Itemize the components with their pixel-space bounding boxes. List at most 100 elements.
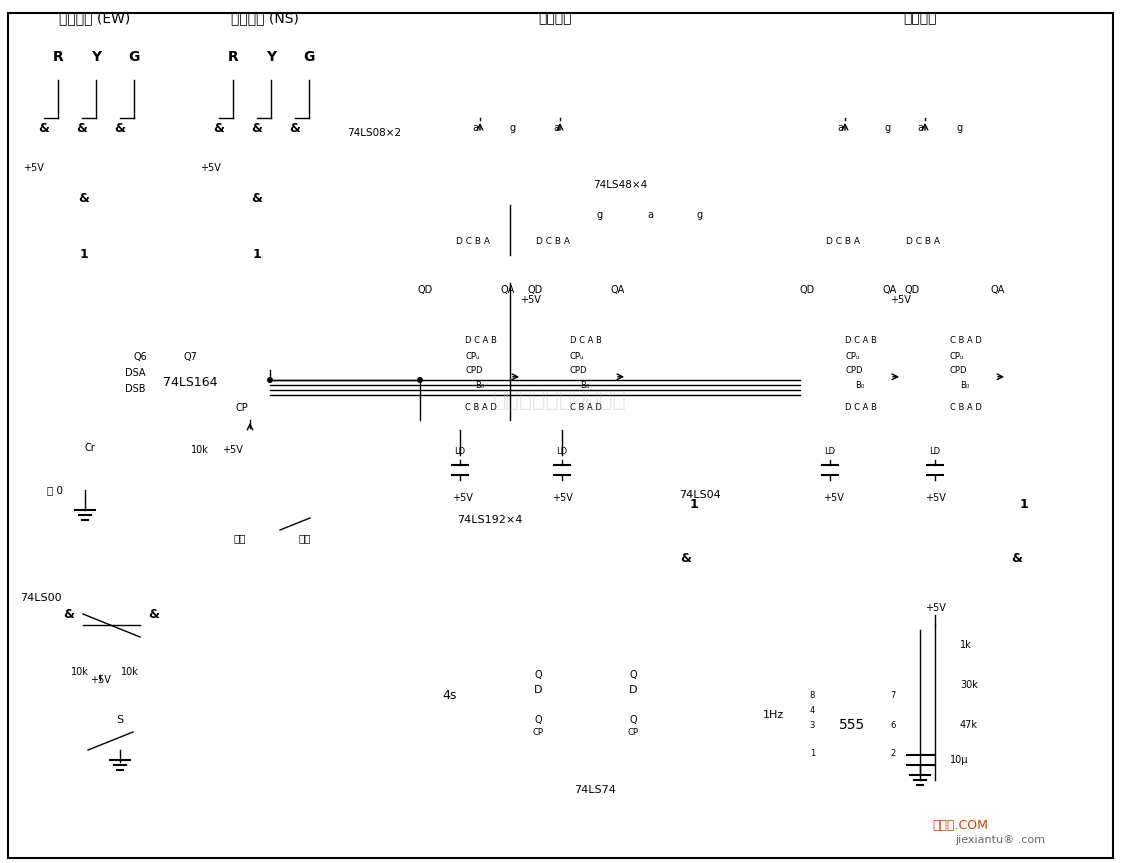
Text: CP: CP — [235, 403, 248, 413]
Bar — [810, 227, 876, 255]
Text: QA: QA — [883, 285, 897, 295]
Bar — [599, 49, 609, 75]
Text: 4s: 4s — [443, 689, 457, 702]
Text: +5V: +5V — [890, 295, 910, 305]
Text: C B A D: C B A D — [465, 403, 497, 412]
Text: 74LS74: 74LS74 — [574, 785, 615, 795]
Text: QA: QA — [991, 285, 1006, 295]
Bar — [915, 49, 925, 75]
Text: 2: 2 — [890, 748, 896, 758]
Text: +5V: +5V — [222, 445, 243, 455]
Bar — [516, 49, 526, 75]
Text: LD: LD — [824, 448, 835, 457]
Text: &: & — [64, 608, 74, 620]
Text: C B A D: C B A D — [949, 336, 982, 345]
Bar — [68, 118, 96, 140]
Text: D C B A: D C B A — [536, 236, 569, 245]
Text: &: & — [214, 123, 224, 135]
Bar — [548, 35, 613, 120]
Text: a: a — [837, 123, 843, 133]
Text: B₀: B₀ — [475, 381, 484, 390]
Text: D: D — [629, 685, 637, 695]
Text: CPᵤ: CPᵤ — [845, 352, 860, 361]
Circle shape — [254, 238, 260, 244]
Bar — [525, 330, 615, 420]
Circle shape — [254, 41, 287, 73]
Text: DSB: DSB — [126, 384, 146, 394]
Circle shape — [80, 41, 112, 73]
Bar — [420, 330, 510, 420]
Bar — [243, 118, 271, 140]
Text: a: a — [917, 123, 923, 133]
Text: G: G — [304, 50, 315, 64]
Bar — [553, 79, 563, 106]
Text: 74LS192×4: 74LS192×4 — [457, 515, 522, 525]
Text: CPᵤ: CPᵤ — [949, 352, 964, 361]
Bar — [243, 243, 271, 265]
Text: QA: QA — [611, 285, 626, 295]
Text: 4: 4 — [809, 705, 815, 715]
Bar — [480, 72, 516, 83]
Bar — [563, 39, 599, 49]
Text: &: & — [289, 123, 300, 135]
Text: D C A B: D C A B — [845, 403, 877, 412]
Bar — [830, 35, 895, 120]
Text: B₀: B₀ — [580, 381, 590, 390]
Text: &: & — [114, 123, 126, 135]
Text: C̄r: C̄r — [84, 443, 95, 453]
Text: 30k: 30k — [960, 680, 978, 690]
Bar — [480, 106, 516, 116]
Bar — [30, 118, 58, 140]
Bar — [615, 665, 691, 740]
Circle shape — [81, 238, 87, 244]
Text: B₀: B₀ — [855, 381, 864, 390]
Circle shape — [118, 41, 150, 73]
Text: jiexiantu® .com: jiexiantu® .com — [955, 835, 1045, 845]
Text: 1: 1 — [689, 497, 698, 511]
Bar — [55, 603, 83, 625]
Text: 47k: 47k — [960, 720, 978, 730]
Text: CPD: CPD — [465, 366, 482, 375]
Text: 74LS08×2: 74LS08×2 — [348, 128, 401, 138]
Text: a: a — [553, 123, 559, 133]
Bar — [961, 49, 971, 75]
Text: QA: QA — [501, 285, 516, 295]
Text: +5V: +5V — [519, 295, 540, 305]
Bar — [1003, 548, 1031, 570]
Text: 1: 1 — [80, 248, 89, 261]
Bar — [470, 79, 480, 106]
Text: g: g — [957, 123, 963, 133]
Text: 杭州将客技术有限公司: 杭州将客技术有限公司 — [493, 390, 627, 410]
Text: &: & — [1011, 552, 1022, 565]
Bar — [553, 49, 563, 75]
Bar — [441, 227, 504, 255]
Bar — [599, 79, 609, 106]
Text: 555: 555 — [840, 718, 865, 732]
Text: +5V: +5V — [90, 675, 111, 685]
Text: 清 0: 清 0 — [47, 485, 63, 495]
Text: QD: QD — [417, 285, 433, 295]
Text: S: S — [117, 715, 123, 725]
Bar — [470, 49, 480, 75]
Text: Y: Y — [266, 50, 276, 64]
Text: CPD: CPD — [845, 366, 862, 375]
Text: +5V: +5V — [925, 603, 945, 613]
Bar — [905, 330, 995, 420]
Bar — [844, 39, 880, 49]
Bar — [205, 118, 233, 140]
Bar — [480, 39, 516, 49]
Text: g: g — [697, 210, 703, 220]
Bar — [115, 655, 145, 665]
Circle shape — [1035, 501, 1041, 507]
Bar — [465, 35, 530, 120]
Text: Q̄: Q̄ — [629, 670, 637, 680]
Bar — [106, 118, 135, 140]
Bar — [961, 79, 971, 106]
Text: LD: LD — [929, 448, 941, 457]
Text: Q7: Q7 — [183, 352, 197, 362]
Circle shape — [417, 377, 423, 383]
Text: D C A B: D C A B — [465, 336, 497, 345]
Circle shape — [85, 747, 91, 753]
Bar — [281, 118, 309, 140]
Circle shape — [152, 597, 158, 603]
